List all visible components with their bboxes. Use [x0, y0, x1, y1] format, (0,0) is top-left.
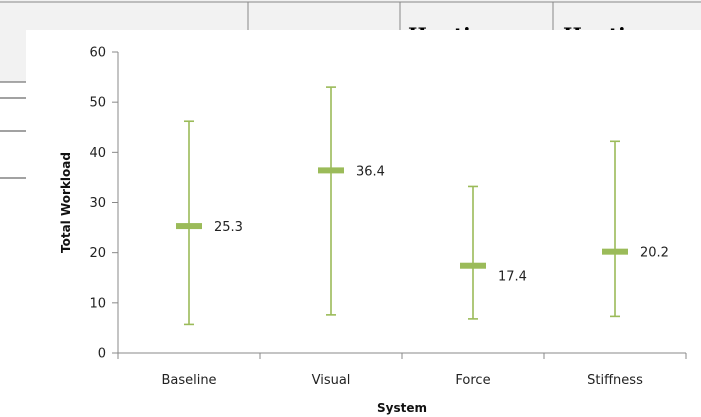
mean-marker	[602, 248, 628, 255]
data-label: 36.4	[356, 164, 385, 179]
chart-marks: 25.3 36.4 17.4 20.2	[176, 86, 669, 326]
mean-marker	[318, 167, 344, 174]
y-tick-label: 20	[89, 246, 106, 261]
x-tick-label: Baseline	[161, 373, 216, 388]
y-tick-label: 60	[89, 46, 106, 61]
x-tick-label: Stiffness	[587, 373, 643, 388]
chart-axes: 0 10 20 30 40 50 60 Baseline Visual Force Stiffnes…	[89, 46, 687, 388]
y-tick-label: 30	[89, 196, 106, 211]
y-tick-label: 0	[98, 347, 106, 362]
y-tick-label: 40	[89, 146, 106, 161]
y-tick-label: 10	[89, 296, 106, 311]
mean-marker	[460, 262, 486, 269]
x-tick-label: Visual	[312, 373, 351, 388]
y-axis-title: Total Workload	[59, 152, 73, 253]
data-label: 25.3	[214, 220, 243, 235]
mean-marker	[176, 223, 202, 230]
x-tick-label: Force	[455, 373, 490, 388]
chart-area	[26, 30, 701, 417]
data-label: 17.4	[498, 270, 527, 285]
x-axis-title: System	[377, 401, 427, 415]
data-label: 20.2	[640, 246, 669, 261]
y-tick-label: 50	[89, 96, 106, 111]
